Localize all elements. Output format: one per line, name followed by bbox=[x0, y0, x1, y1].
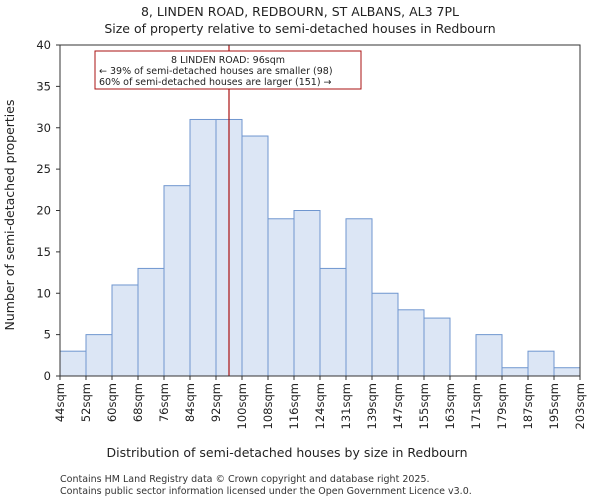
y-tick-label: 5 bbox=[44, 328, 51, 342]
bar-52sqm bbox=[85, 334, 113, 377]
x-tick-label: 68sqm bbox=[131, 383, 145, 422]
annotation-line-3: 60% of semi-detached houses are larger (… bbox=[99, 77, 332, 88]
bar-68sqm bbox=[137, 267, 165, 377]
x-tick-label: 116sqm bbox=[287, 383, 301, 429]
bar-76sqm bbox=[163, 185, 191, 377]
x-tick-label: 187sqm bbox=[521, 383, 535, 429]
bar-195sqm bbox=[553, 367, 581, 377]
annotation-box: 8 LINDEN ROAD: 96sqm ← 39% of semi-detac… bbox=[94, 50, 362, 90]
y-tick-label: 15 bbox=[36, 245, 51, 259]
bar-147sqm bbox=[397, 309, 425, 377]
x-tick-label: 100sqm bbox=[235, 383, 249, 429]
footer-line-1: Contains HM Land Registry data © Crown c… bbox=[60, 474, 430, 485]
bar-84sqm bbox=[189, 118, 217, 377]
x-tick-label: 195sqm bbox=[547, 383, 561, 429]
y-tick-label: 30 bbox=[36, 121, 51, 135]
x-tick-label: 44sqm bbox=[53, 383, 67, 422]
bar-108sqm bbox=[267, 218, 295, 377]
y-axis-label: Number of semi-detached properties bbox=[2, 100, 17, 331]
bar-124sqm bbox=[319, 267, 347, 377]
bar-187sqm bbox=[527, 350, 555, 377]
bar-60sqm bbox=[111, 284, 139, 377]
x-tick-label: 108sqm bbox=[261, 383, 275, 429]
x-tick-label: 147sqm bbox=[391, 383, 405, 429]
x-axis: 44sqm 52sqm 60sqm 68sqm 76sqm 84sqm 92sqm 100sq… bbox=[53, 376, 587, 429]
chart-title: 8, LINDEN ROAD, REDBOURN, ST ALBANS, AL3… bbox=[141, 4, 459, 19]
bar-100sqm bbox=[241, 135, 269, 377]
annotation-line-1: 8 LINDEN ROAD: 96sqm bbox=[171, 55, 285, 66]
y-tick-label: 20 bbox=[36, 204, 51, 218]
y-tick-label: 35 bbox=[36, 79, 51, 93]
annotation-frame bbox=[94, 50, 362, 90]
bar-155sqm bbox=[423, 317, 451, 377]
x-tick-label: 163sqm bbox=[443, 383, 457, 429]
x-tick-label: 60sqm bbox=[105, 383, 119, 422]
y-tick-label: 0 bbox=[44, 369, 51, 383]
bar-116sqm bbox=[293, 210, 321, 377]
x-tick-label: 139sqm bbox=[365, 383, 379, 429]
annotation-line-2: ← 39% of semi-detached houses are smalle… bbox=[99, 66, 333, 77]
x-tick-label: 203sqm bbox=[573, 383, 587, 429]
x-tick-label: 52sqm bbox=[79, 383, 93, 422]
footer-line-2: Contains public sector information licen… bbox=[60, 486, 472, 497]
x-tick-label: 84sqm bbox=[183, 383, 197, 422]
y-axis: 0 5 10 15 20 25 30 35 40 bbox=[36, 38, 60, 383]
bar-179sqm bbox=[501, 367, 529, 377]
x-axis-label: Distribution of semi-detached houses by … bbox=[106, 445, 467, 460]
x-tick-label: 155sqm bbox=[417, 383, 431, 429]
chart-subtitle: Size of property relative to semi-detach… bbox=[104, 21, 495, 36]
y-tick-label: 40 bbox=[36, 38, 51, 52]
x-tick-label: 171sqm bbox=[469, 383, 483, 429]
y-tick-label: 10 bbox=[36, 286, 51, 300]
bar-139sqm bbox=[371, 292, 399, 377]
bar-171sqm bbox=[475, 334, 503, 377]
x-tick-label: 131sqm bbox=[339, 383, 353, 429]
x-tick-label: 76sqm bbox=[157, 383, 171, 422]
x-tick-label: 179sqm bbox=[495, 383, 509, 429]
bar-44sqm bbox=[59, 350, 87, 377]
x-tick-label: 124sqm bbox=[313, 383, 327, 429]
bar-131sqm bbox=[345, 218, 373, 377]
x-tick-label: 92sqm bbox=[209, 383, 223, 422]
bars-group bbox=[59, 118, 581, 377]
y-tick-label: 25 bbox=[36, 162, 51, 176]
